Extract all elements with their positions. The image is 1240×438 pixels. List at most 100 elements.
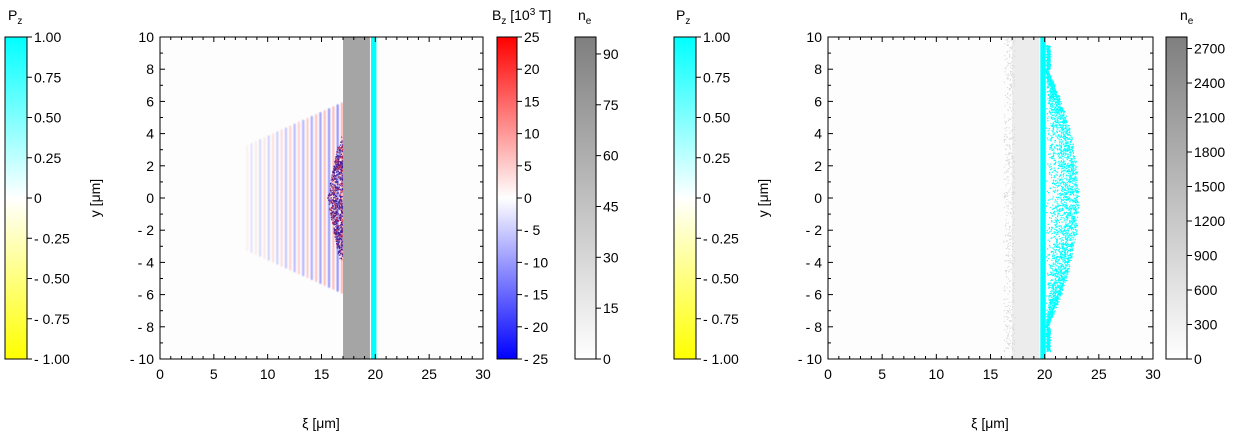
right-ne-scatter-point (1004, 121, 1006, 123)
right-pz-bulge-point (1057, 111, 1059, 114)
right-pz-bulge-point (1058, 110, 1061, 112)
right-pz-bulge-point (1059, 98, 1061, 101)
right-pz-bulge-point (1058, 301, 1060, 303)
right-pz-bulge-point (1047, 53, 1049, 55)
right-pz-bulge-point (1054, 93, 1056, 95)
right-pz-bulge-point (1046, 323, 1048, 326)
right-pz-bulge-point (1047, 78, 1049, 80)
right-pz-bulge-point (1068, 137, 1070, 139)
right-pz-bulge-point (1068, 125, 1070, 127)
right-pz-bulge-point (1068, 165, 1070, 168)
right-pz-bulge-point (1053, 236, 1055, 238)
right-pz-bulge-point (1061, 107, 1063, 110)
right-ne-scatter-point (1011, 57, 1013, 59)
left-bz-speckle (335, 240, 337, 243)
right-pz-bulge-point (1047, 337, 1049, 340)
right-pz-bulge-point (1047, 349, 1049, 352)
right-pz-bulge-point (1046, 323, 1048, 325)
right-pz-bulge-point (1059, 152, 1061, 154)
right-pz-bulge-point (1059, 163, 1061, 166)
right-pz-bulge-point (1056, 128, 1058, 130)
right-pz-bulge-point (1052, 186, 1054, 188)
right-pz-bulge-point (1071, 244, 1074, 246)
left-bz-speckle (337, 170, 340, 173)
right-pz-bulge-point (1056, 244, 1058, 246)
right-pz-bulge-point (1047, 312, 1049, 314)
left-bz-speckle (332, 191, 335, 193)
right-pz-bulge-point (1049, 282, 1051, 284)
right-pz-bulge-point (1057, 293, 1059, 295)
right-pz-bulge-point (1063, 122, 1065, 124)
right-pz-bulge-point (1053, 177, 1055, 179)
right-pz-bulge-point (1056, 130, 1058, 132)
right-pz-bulge-point (1050, 340, 1052, 342)
left-bz-speckle (333, 169, 336, 172)
right-pz-bulge-point (1068, 185, 1070, 187)
right-pz-bulge-point (1066, 218, 1068, 221)
right-pz-bulge-point (1052, 299, 1054, 301)
left-bz-speckle (340, 207, 342, 209)
left-x-tick-label: 25 (421, 366, 437, 382)
right-pz-bulge-point (1048, 45, 1050, 48)
left-bz-speckle (339, 233, 342, 236)
right-pz-bulge-point (1046, 330, 1048, 332)
right-pz-bulge-point (1052, 130, 1054, 133)
right-pz-bulge-point (1062, 153, 1064, 155)
right-pz-bulge-point (1056, 302, 1058, 305)
right-pz-bulge-point (1056, 108, 1058, 110)
right-pz-bulge-point (1048, 71, 1050, 73)
right-pz-bulge-point (1055, 272, 1058, 275)
right-pz-bulge-point (1053, 282, 1055, 284)
right-ne-scatter-point (1010, 110, 1012, 112)
right-pz-bulge-point (1060, 258, 1063, 260)
right-pz-bulge-point (1054, 290, 1056, 292)
right-ne-scatter-point (1013, 38, 1015, 40)
left-bz-speckle (340, 202, 342, 204)
right-ne-scatter-point (1009, 78, 1011, 80)
right-pz-bulge-point (1062, 161, 1064, 163)
right-pz-bulge-point (1054, 304, 1056, 306)
right-ne-scatter-point (1012, 291, 1014, 293)
right-pz-bulge-point (1058, 108, 1060, 110)
right-pz-bulge-point (1062, 181, 1064, 183)
right-pz-bulge-point (1052, 181, 1054, 183)
right-pz-bulge-point (1056, 190, 1059, 192)
right-pz-bulge-point (1077, 206, 1079, 208)
right-pz-bulge-point (1076, 185, 1078, 187)
right-pz-bulge-point (1057, 301, 1059, 304)
right-pz-bulge-point (1046, 54, 1048, 56)
right-pz-bulge-point (1048, 79, 1050, 82)
right-pz-bulge-point (1067, 251, 1069, 253)
left-bz-speckle (337, 213, 339, 215)
right-pz-bulge-point (1050, 145, 1053, 147)
right-pz-bulge-point (1061, 186, 1063, 188)
right-ne-scatter-point (1008, 167, 1010, 169)
right-pz-bulge-point (1063, 228, 1066, 230)
right-pz-bulge-point (1072, 218, 1074, 220)
right-pz-bulge-point (1057, 95, 1059, 98)
left-bz-speckle (338, 229, 340, 231)
right-ne-scatter-point (1007, 260, 1009, 262)
right-pz-bulge-point (1049, 168, 1052, 171)
left-bz-colorbar-tick-label: 15 (524, 93, 540, 109)
right-pz-bulge-point (1051, 208, 1054, 210)
right-pz-bulge-point (1054, 89, 1056, 91)
right-ne-scatter-point (1006, 44, 1008, 46)
right-pz-bulge-point (1057, 296, 1059, 298)
right-pz-bulge-point (1046, 338, 1048, 340)
right-pz-bulge-point (1047, 163, 1049, 165)
right-pz-bulge-point (1048, 102, 1050, 104)
left-bz-speckle (338, 154, 340, 157)
right-pz-bulge-point (1066, 239, 1068, 241)
right-pz-bulge-point (1049, 51, 1051, 53)
right-pz-bulge-point (1069, 175, 1071, 177)
right-pz-bulge-point (1054, 278, 1056, 280)
right-ne-scatter-point (1007, 278, 1009, 280)
right-pz-bulge-point (1067, 271, 1069, 273)
right-pz-bulge-point (1076, 231, 1078, 233)
right-ne-scatter-point (1007, 336, 1009, 338)
right-pz-bulge-point (1065, 249, 1067, 251)
right-ne-scatter-point (1008, 344, 1010, 346)
right-pz-bulge-point (1072, 218, 1075, 221)
right-pz-bulge-point (1059, 124, 1061, 126)
